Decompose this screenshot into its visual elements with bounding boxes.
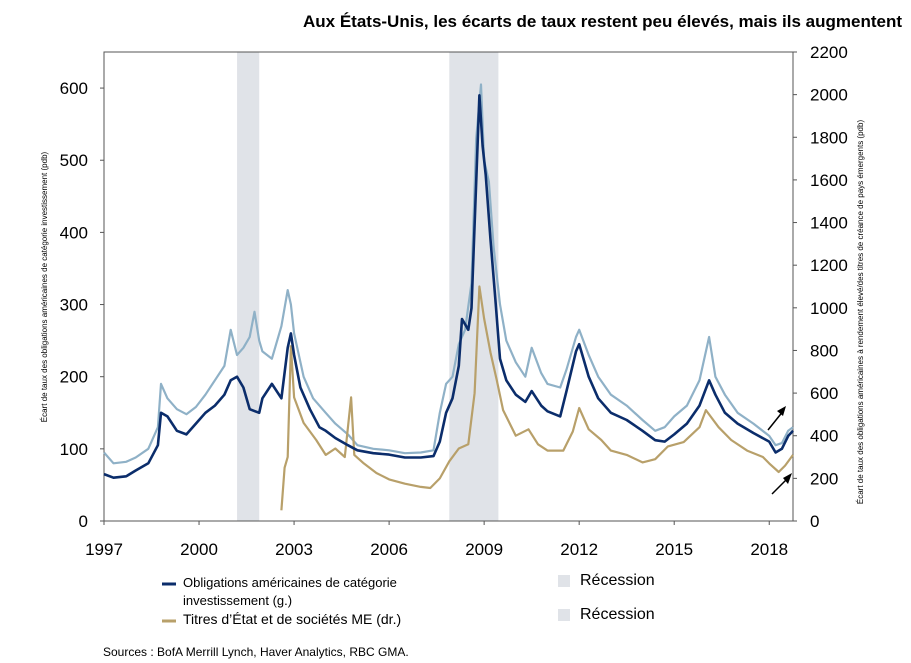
x-tick-label: 2006 (370, 540, 408, 559)
trend-arrow-up (767, 406, 786, 431)
right-axis-label: Écart de taux des obligations américaine… (856, 120, 865, 505)
left-axis: 0 100 200 300 400 500 600 (60, 79, 104, 531)
right-tick-label: 1600 (810, 171, 848, 190)
x-tick-label: 2003 (275, 540, 313, 559)
left-tick-label: 300 (60, 296, 88, 315)
legend-label: Titres d’État et de sociétés ME (dr.) (183, 611, 402, 627)
legend-label: investissement (g.) (183, 593, 293, 608)
left-tick-label: 100 (60, 440, 88, 459)
legend-entry-recession: Récession (558, 606, 655, 624)
recession-band (237, 52, 260, 521)
legend-swatches (162, 582, 176, 623)
left-tick-label: 500 (60, 151, 88, 170)
legend-label: Récession (580, 606, 655, 623)
series-line-1 (280, 285, 794, 511)
right-tick-label: 2200 (810, 43, 848, 62)
left-tick-label: 600 (60, 79, 88, 98)
left-axis-label: Écart de taux des obligations américaine… (40, 151, 49, 422)
right-tick-label: 2000 (810, 86, 848, 105)
right-tick-label: 800 (810, 341, 838, 360)
recession-bands (237, 52, 499, 521)
x-tick-label: 1997 (85, 540, 123, 559)
legend-entry-em: Titres d’État et de sociétés ME (dr.) (183, 611, 401, 627)
right-tick-label: 600 (810, 384, 838, 403)
legend-label: Obligations américaines de catégorie (183, 575, 397, 590)
series-line-0 (103, 94, 794, 480)
left-tick-label: 200 (60, 368, 88, 387)
right-tick-label: 1000 (810, 299, 848, 318)
legend-swatch-recession (558, 609, 570, 621)
right-tick-label: 0 (810, 512, 819, 531)
x-tick-label: 2000 (180, 540, 218, 559)
trend-arrow-up (771, 473, 792, 495)
left-tick-label: 0 (79, 512, 88, 531)
x-tick-label: 2009 (465, 540, 503, 559)
legend-swatch-recession (558, 575, 570, 587)
left-tick-label: 400 (60, 223, 88, 242)
recession-band (449, 52, 499, 521)
right-axis: 0 200 400 600 800 1000 1200 1400 1600 1800 2000 220… (793, 43, 848, 531)
legend-entry-investment-grade: Obligations américaines de catégorie inv… (183, 574, 397, 610)
chart-title: Aux États-Unis, les écarts de taux reste… (303, 12, 902, 31)
plot-frame (103, 51, 794, 522)
right-tick-label: 1800 (810, 128, 848, 147)
right-tick-label: 400 (810, 427, 838, 446)
x-tick-label: 2012 (560, 540, 598, 559)
legend-label: Récession (580, 572, 655, 589)
series-line-2 (103, 83, 794, 465)
x-axis: 1997 2000 2003 2006 2009 2012 2015 2018 (85, 521, 788, 559)
right-tick-label: 200 (810, 469, 838, 488)
sources-note: Sources : BofA Merrill Lynch, Haver Anal… (103, 645, 409, 659)
right-tick-label: 1400 (810, 214, 848, 233)
legend-entry-recession: Récession (558, 572, 655, 590)
series-lines (103, 83, 794, 511)
x-tick-label: 2015 (655, 540, 693, 559)
right-tick-label: 1200 (810, 256, 848, 275)
x-tick-label: 2018 (750, 540, 788, 559)
